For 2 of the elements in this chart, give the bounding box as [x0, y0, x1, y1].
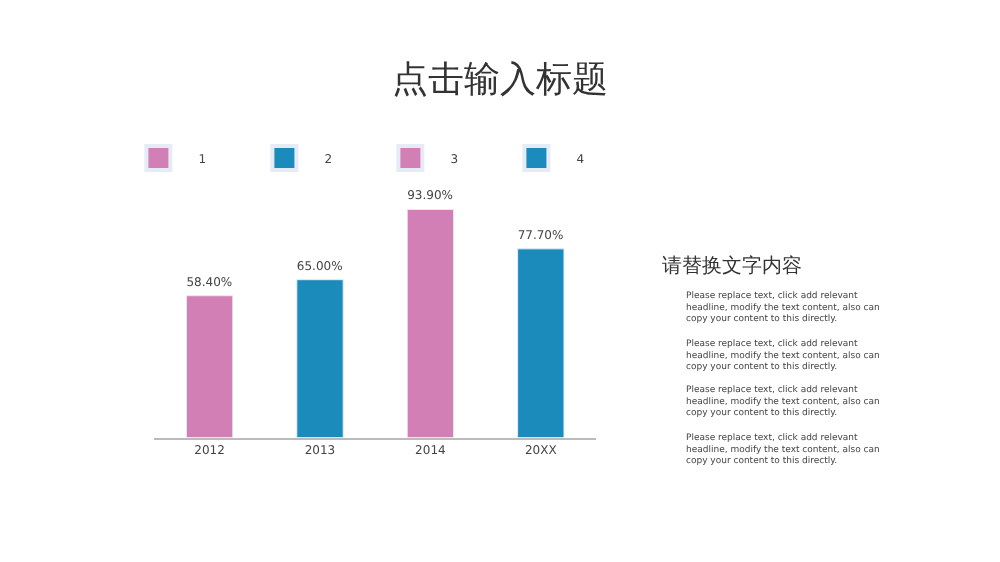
- chart-title: 点击输入标题: [392, 59, 608, 102]
- text: 请替换文字内容: [662, 254, 802, 278]
